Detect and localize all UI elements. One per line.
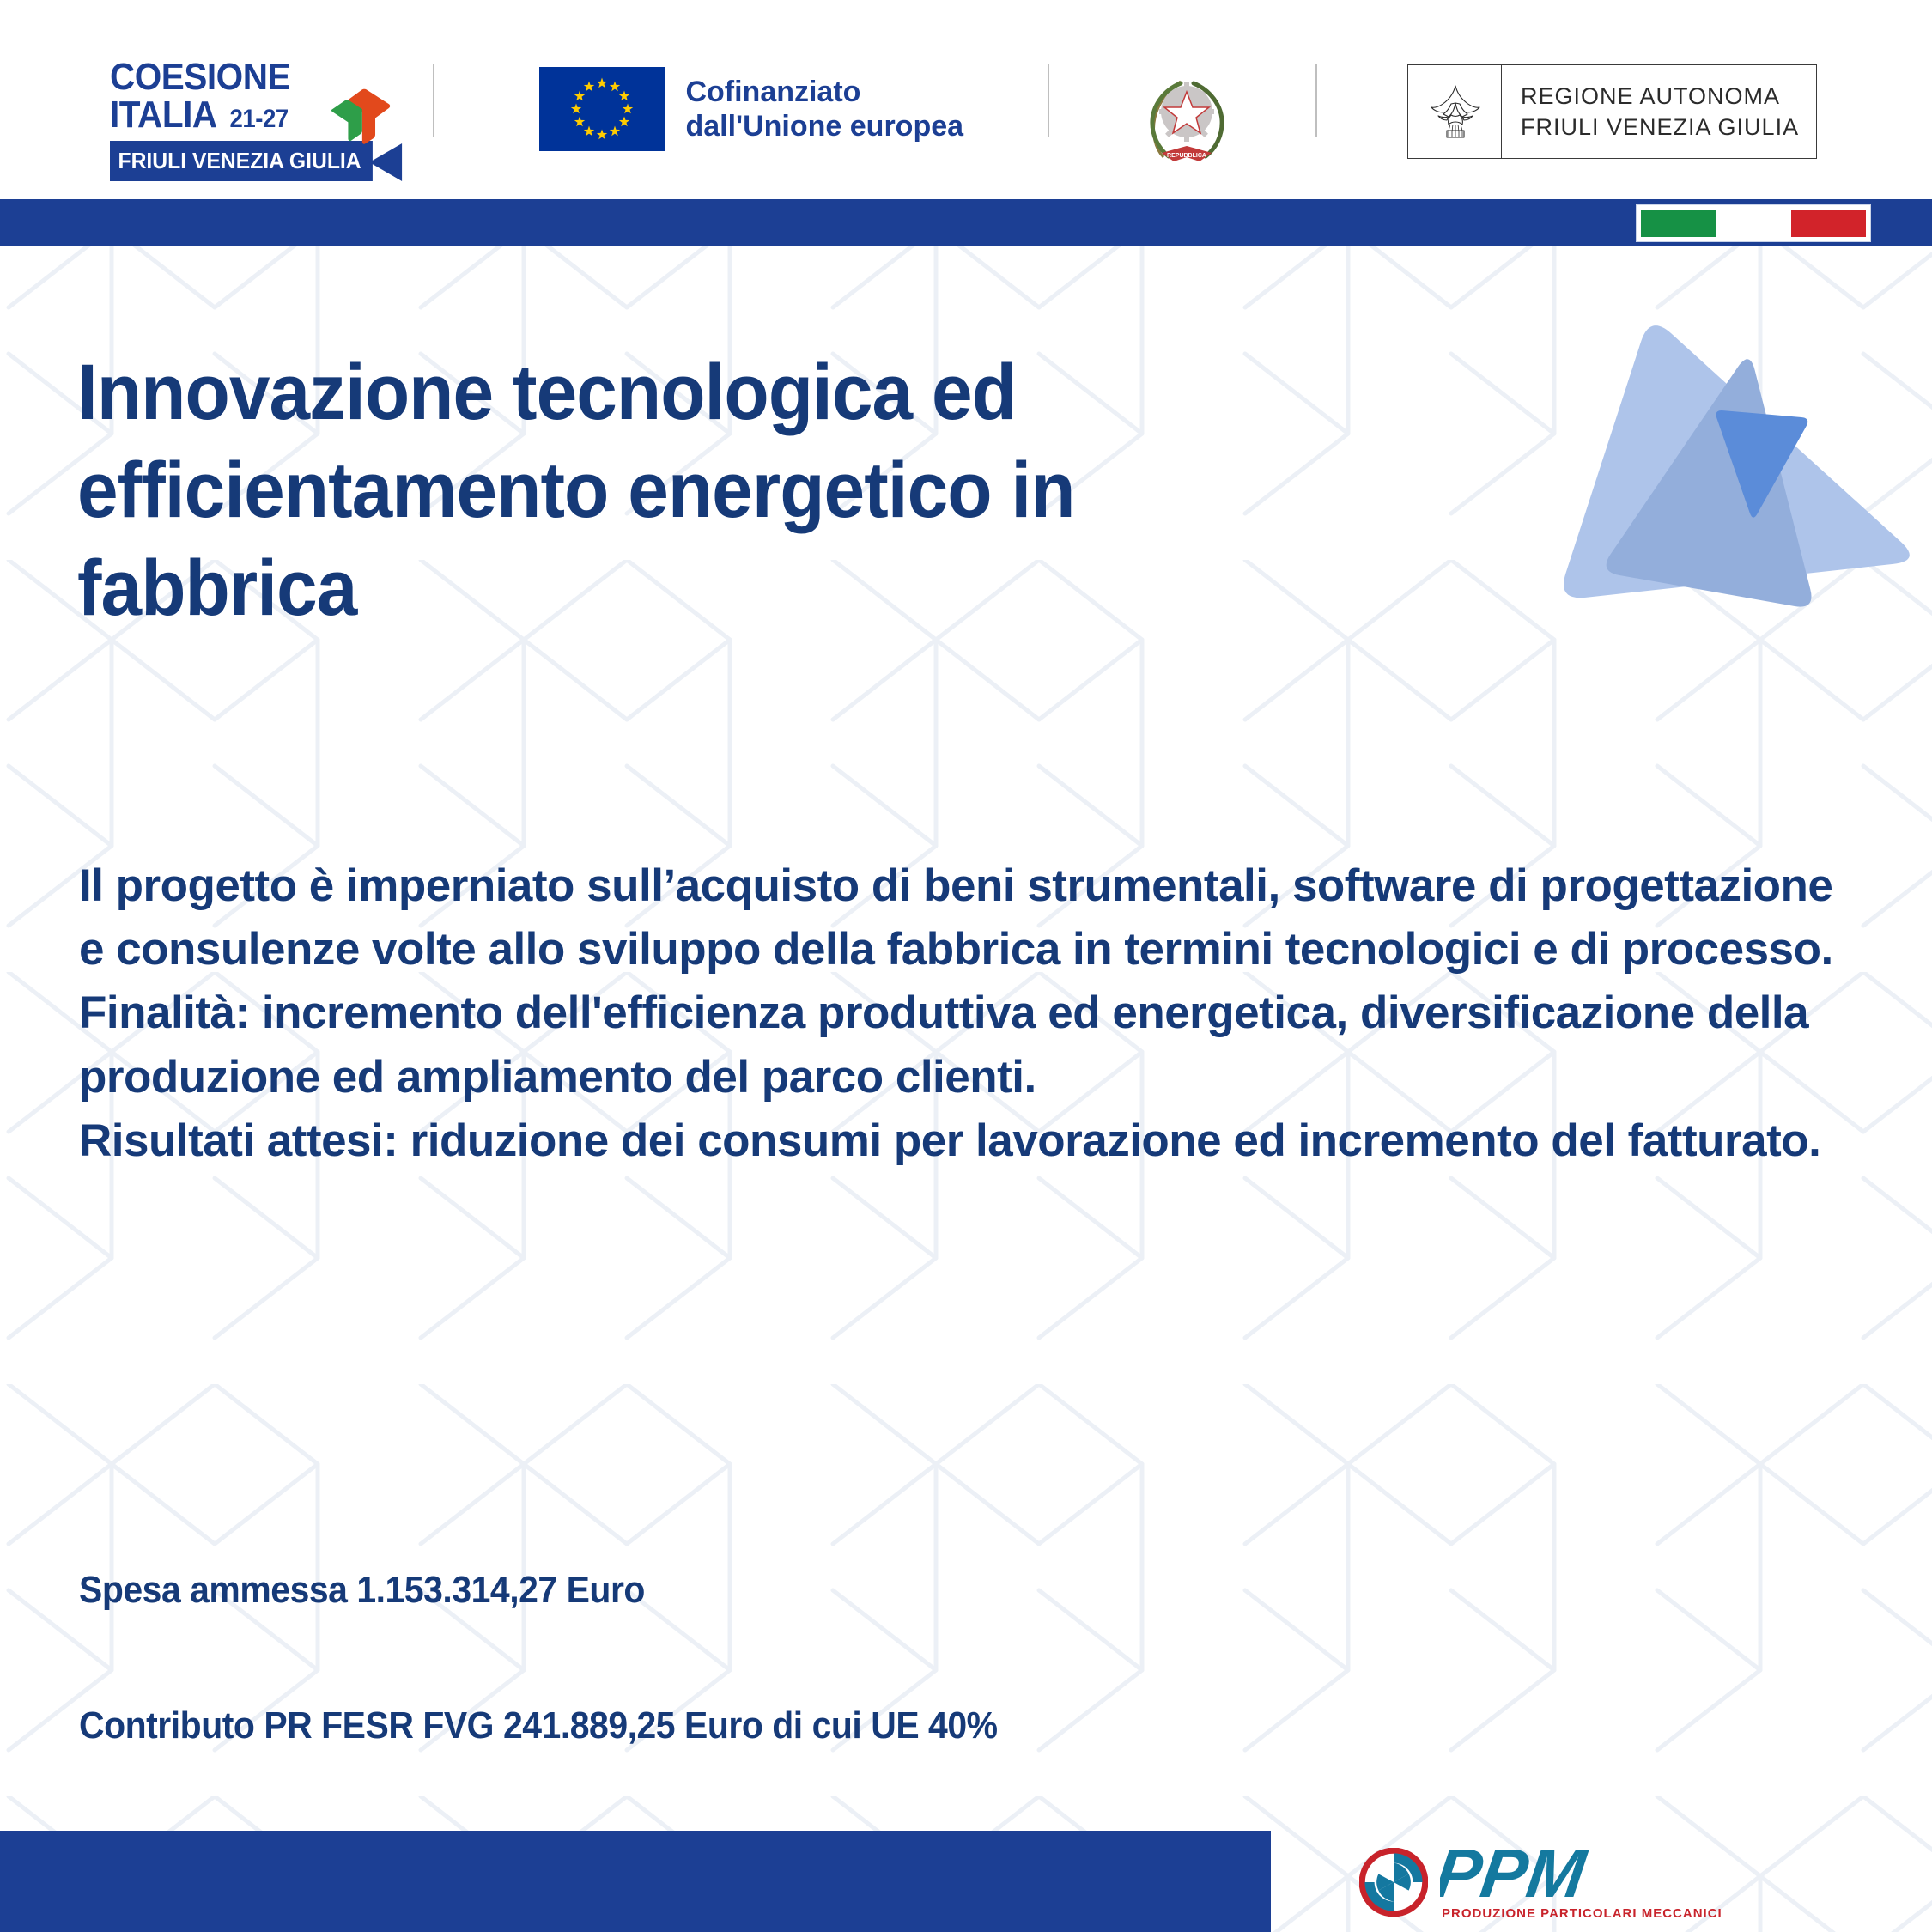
svg-text:PPM: PPM — [1440, 1844, 1592, 1912]
svg-text:PRODUZIONE PARTICOLARI MECCANI: PRODUZIONE PARTICOLARI MECCANICI — [1442, 1906, 1722, 1921]
